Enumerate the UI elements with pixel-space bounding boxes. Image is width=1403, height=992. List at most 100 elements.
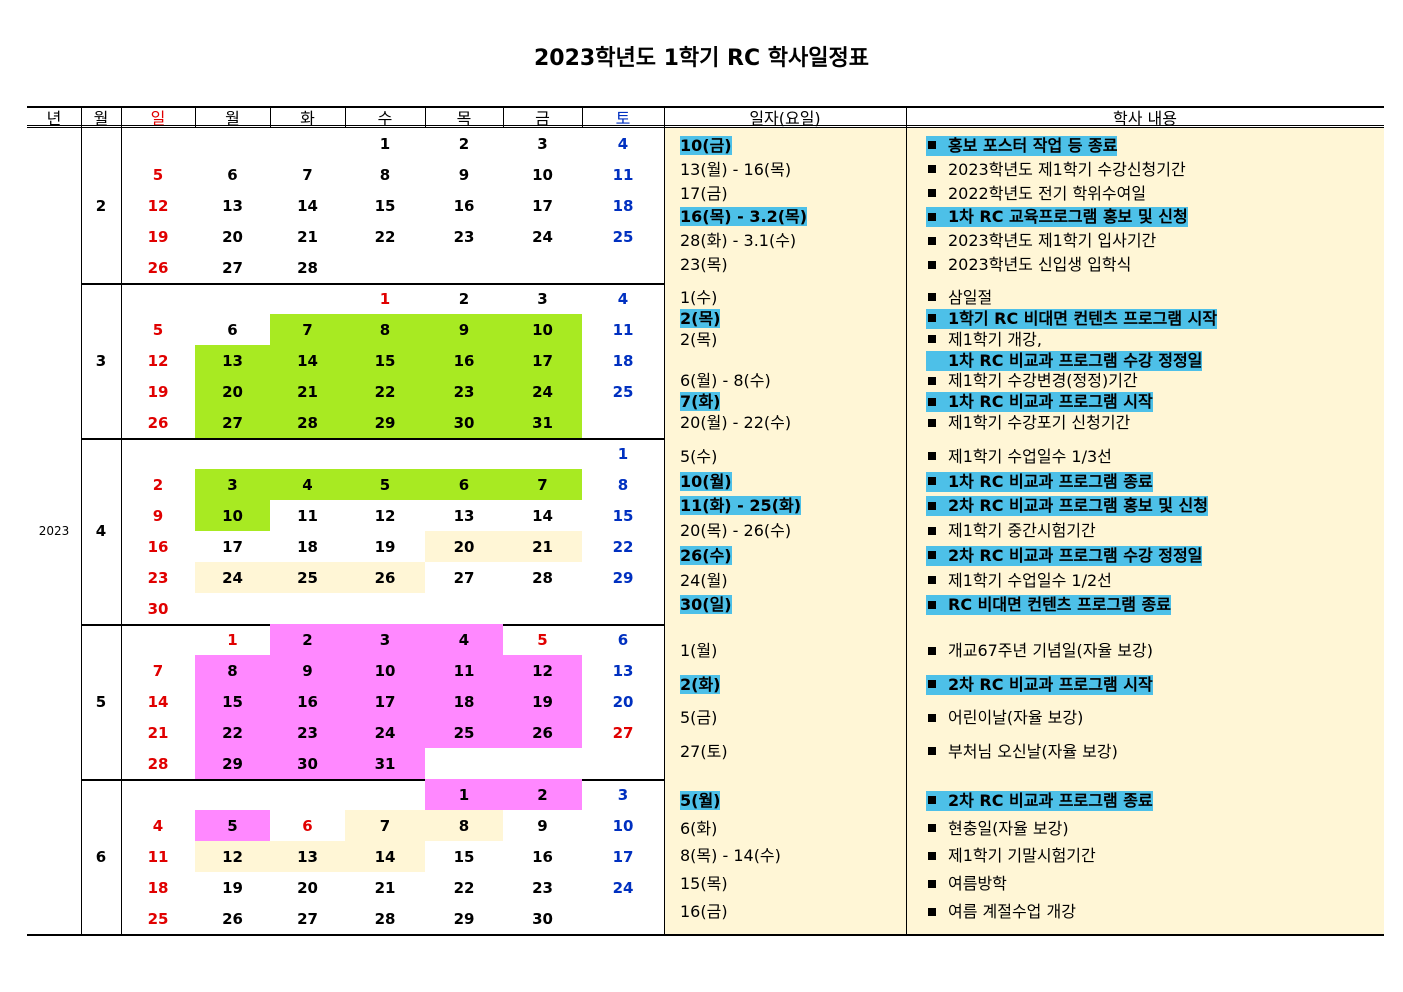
rule <box>906 106 907 127</box>
day: 1 <box>617 444 629 463</box>
header-cell: 수 <box>377 108 393 128</box>
day-fill <box>425 717 503 748</box>
day: 12 <box>532 661 553 680</box>
day-fill <box>195 717 270 748</box>
day: 22 <box>374 227 396 246</box>
event-text: 1차 RC 비교과 프로그램 종료 <box>926 471 1153 492</box>
day: 22 <box>612 537 634 556</box>
text: 제1학기 기말시험기간 <box>948 846 1096 866</box>
text: 제1학기 중간시험기간 <box>948 521 1096 540</box>
day-fill <box>195 655 270 686</box>
day-fill <box>195 407 270 438</box>
day: 27 <box>453 568 475 587</box>
day: 2 <box>537 785 548 804</box>
day: 9 <box>152 506 164 525</box>
day: 1 <box>379 134 391 153</box>
day: 25 <box>453 723 475 742</box>
day: 4 <box>617 289 629 308</box>
day: 17 <box>532 196 553 215</box>
day: 26 <box>374 568 396 587</box>
bullet <box>928 418 936 427</box>
bullet <box>928 314 936 323</box>
date-text: 5(월) <box>680 790 721 810</box>
event-text: 1차 RC 비교과 프로그램 시작 <box>926 392 1153 413</box>
event-date: 2(화) <box>680 674 906 695</box>
day: 17 <box>532 351 553 370</box>
text: 제1학기 개강, <box>948 329 1042 349</box>
rule <box>81 127 82 934</box>
event-date <box>680 351 906 371</box>
day: 18 <box>297 537 318 556</box>
day: 28 <box>297 258 318 277</box>
day-fill <box>195 500 270 531</box>
rule <box>906 127 907 934</box>
text: 여름방학 <box>948 874 1007 894</box>
day: 13 <box>222 351 243 370</box>
bullet <box>928 851 936 860</box>
date-text: 30(일) <box>680 595 732 615</box>
bullet <box>928 335 936 344</box>
bullet <box>928 646 936 655</box>
event-text: RC 비대면 컨텐츠 프로그램 종료 <box>926 595 1171 616</box>
bullet <box>928 293 936 302</box>
day-fill <box>425 407 503 438</box>
day: 18 <box>453 692 475 711</box>
day: 24 <box>374 723 396 742</box>
month-cell: 5 <box>95 692 107 711</box>
day-fill <box>345 655 425 686</box>
day-fill <box>425 314 503 345</box>
day: 1 <box>458 785 470 804</box>
day: 19 <box>532 692 553 711</box>
text: 2022학년도 전기 학위수여일 <box>948 183 1147 203</box>
event-date: 5(수) <box>680 447 906 467</box>
day: 15 <box>612 506 634 525</box>
date-text: 5(금) <box>680 708 718 728</box>
header-cell: 월 <box>93 108 109 128</box>
day: 4 <box>617 134 629 153</box>
header-cell: 월 <box>225 108 240 128</box>
content-column: 제1학기 수업일수 1/3선 1차 RC 비교과 프로그램 종료 2차 RC 비교과… <box>906 438 1384 624</box>
text: 현충일(자율 보강) <box>948 818 1069 838</box>
day: 12 <box>147 351 169 370</box>
day: 30 <box>532 909 553 928</box>
event-text: 2023학년도 제1학기 수강신청기간 <box>926 160 1186 180</box>
event-date: 20(월) - 22(수) <box>680 413 906 433</box>
text: 2023학년도 제1학기 입사기간 <box>948 231 1157 251</box>
day: 28 <box>297 413 318 432</box>
date-text: 1(수) <box>680 287 718 307</box>
text: 여름 계절수업 개강 <box>948 902 1076 922</box>
day-fill <box>503 376 582 407</box>
day-fill <box>425 624 503 655</box>
day: 17 <box>612 847 634 866</box>
event-text: 어린이날(자율 보강) <box>926 708 1083 728</box>
day: 6 <box>302 816 313 835</box>
day: 24 <box>222 568 243 587</box>
bullet <box>928 212 936 221</box>
rule <box>27 125 1384 126</box>
header-cell: 금 <box>535 108 550 128</box>
rule <box>582 106 583 127</box>
day: 16 <box>147 537 169 556</box>
day-fill <box>195 469 270 500</box>
text: 어린이날(자율 보강) <box>948 708 1084 728</box>
day-fill <box>270 376 345 407</box>
day: 13 <box>297 847 318 866</box>
day: 10 <box>222 506 243 525</box>
day: 27 <box>297 909 318 928</box>
event-date: 5(금) <box>680 708 906 728</box>
text: 부처님 오신날(자율 보강) <box>948 741 1118 761</box>
day: 16 <box>297 692 318 711</box>
day: 18 <box>612 351 634 370</box>
day: 23 <box>532 878 553 897</box>
day: 7 <box>302 165 313 184</box>
day-fill <box>270 717 345 748</box>
event-text: 제1학기 기말시험기간 <box>926 846 1096 866</box>
day-fill <box>503 686 582 717</box>
text: 1학기 RC 비대면 컨텐츠 프로그램 시작 <box>948 308 1218 328</box>
date-text: 6(화) <box>680 818 718 838</box>
day: 17 <box>374 692 396 711</box>
day: 27 <box>612 723 634 742</box>
event-text: 제1학기 수강변경(정정)기간 <box>926 371 1138 391</box>
day-fill <box>345 407 425 438</box>
event-text: 제1학기 수강포기 신청기간 <box>926 413 1130 433</box>
